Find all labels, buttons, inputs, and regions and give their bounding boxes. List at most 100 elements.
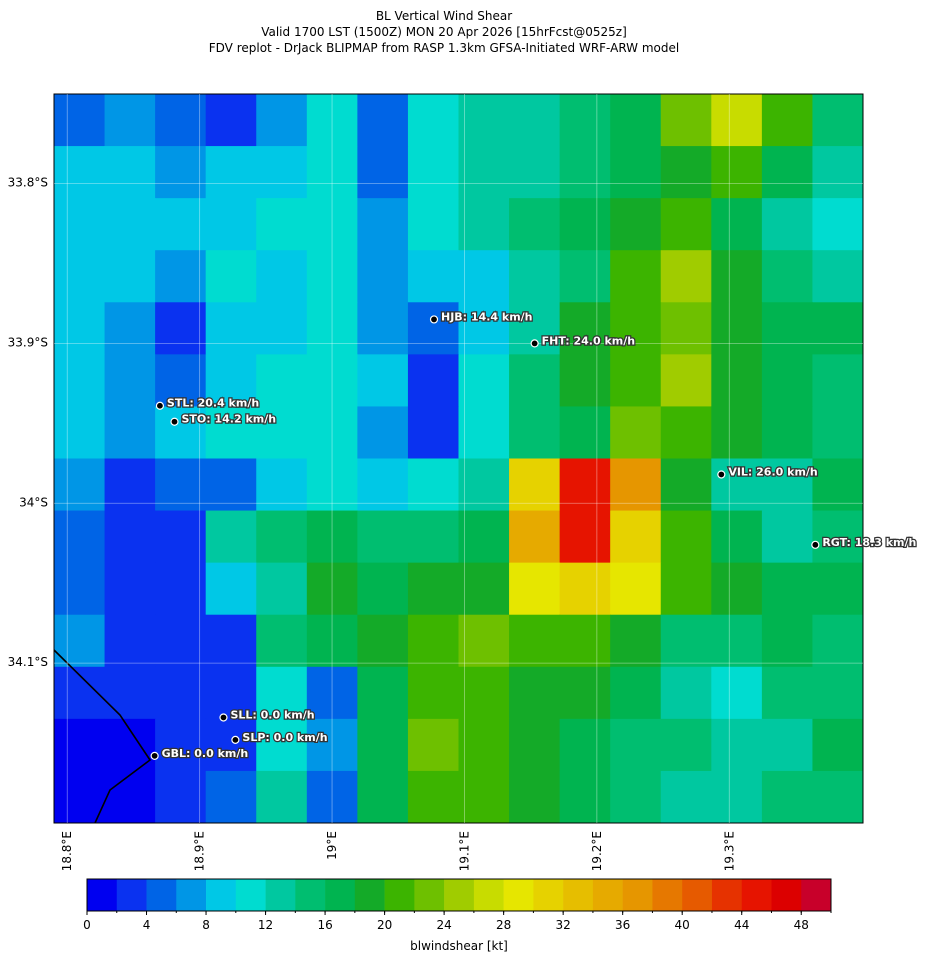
shear-cell: [812, 94, 864, 147]
shear-cell: [509, 614, 561, 668]
shear-cell: [458, 458, 510, 512]
shear-cell: [559, 198, 611, 251]
colorbar-swatch: [235, 879, 266, 911]
shear-cell: [54, 146, 106, 199]
station-label: FHT: 24.0 km/h: [542, 334, 635, 347]
station-label: RGT: 18.3 km/h: [822, 536, 916, 549]
shear-cell: [256, 302, 308, 355]
shear-cell: [458, 146, 510, 199]
colorbar-swatch: [563, 879, 594, 911]
shear-cell: [155, 458, 207, 512]
shear-cell: [407, 94, 459, 147]
shear-cell: [509, 562, 561, 616]
shear-cell: [407, 666, 459, 720]
shear-cell: [155, 770, 207, 824]
shear-cell: [357, 406, 409, 459]
shear-cell: [256, 354, 308, 407]
shear-cell: [660, 198, 712, 251]
x-tick-label: 19.1°E: [457, 831, 471, 871]
colorbar-swatch: [146, 879, 177, 911]
shear-cell: [205, 718, 257, 772]
station-label: SLL: 0.0 km/h: [230, 708, 314, 721]
shear-cell: [54, 302, 106, 355]
colorbar-tick-label: 8: [202, 918, 210, 932]
shear-cell: [357, 562, 409, 616]
colorbar-tick-label: 36: [615, 918, 630, 932]
shear-cell: [559, 614, 611, 668]
shear-cell: [155, 406, 207, 459]
x-tick-label: 19°E: [325, 831, 339, 860]
shear-cell: [711, 250, 763, 303]
shear-cell: [509, 718, 561, 772]
shear-cell: [660, 718, 712, 772]
station-marker: [155, 401, 165, 410]
shear-cell: [104, 94, 156, 147]
shear-cell: [509, 250, 561, 303]
colorbar-tick-label: 0: [83, 918, 91, 932]
colorbar-tick-label: 40: [675, 918, 690, 932]
shear-cell: [761, 458, 813, 512]
shear-cell: [660, 302, 712, 355]
shear-cell: [812, 198, 864, 251]
shear-cell: [407, 614, 459, 668]
shear-cell: [155, 718, 207, 772]
shear-cell: [761, 666, 813, 720]
y-tick-label: 33.9°S: [8, 335, 48, 349]
shear-cell: [205, 614, 257, 668]
colorbar-swatch: [801, 879, 832, 911]
shear-cell: [104, 666, 156, 720]
coastline: [53, 649, 152, 824]
shear-cell: [306, 510, 358, 564]
shear-cell: [660, 770, 712, 824]
shear-cell: [559, 510, 611, 564]
shear-cell: [155, 666, 207, 720]
shear-cell: [559, 94, 611, 147]
shear-cell: [711, 770, 763, 824]
station-marker: [219, 713, 228, 722]
shear-cell: [306, 94, 358, 147]
shear-cell: [458, 406, 510, 459]
x-tick-label: 18.9°E: [193, 831, 207, 871]
shear-cell: [660, 562, 712, 616]
shear-cell: [458, 562, 510, 616]
shear-cell: [256, 666, 308, 720]
shear-cell: [761, 770, 813, 824]
shear-cell: [54, 510, 106, 564]
title-line: BL Vertical Wind Shear: [376, 9, 512, 23]
shear-cell: [610, 146, 662, 199]
shear-cell: [559, 666, 611, 720]
shear-cell: [812, 354, 864, 407]
shear-cell: [256, 510, 308, 564]
y-tick-label: 34.1°S: [8, 655, 48, 669]
shear-cell: [407, 354, 459, 407]
shear-cell: [509, 94, 561, 147]
shear-cell: [458, 666, 510, 720]
shear-cell: [407, 510, 459, 564]
shear-cell: [509, 198, 561, 251]
shear-cell: [306, 666, 358, 720]
shear-cell: [104, 510, 156, 564]
shear-cell: [155, 302, 207, 355]
shear-cell: [711, 666, 763, 720]
shear-cell: [357, 510, 409, 564]
shear-cell: [407, 562, 459, 616]
shear-cell: [54, 250, 106, 303]
shear-cell: [357, 354, 409, 407]
colorbar-tick-label: 4: [143, 918, 151, 932]
shear-cell: [812, 458, 864, 512]
shear-cell: [155, 198, 207, 251]
shear-cell: [54, 562, 106, 616]
station-label: SLP: 0.0 km/h: [242, 731, 327, 744]
shear-cell: [761, 718, 813, 772]
shear-cell: [54, 354, 106, 407]
shear-cell: [104, 770, 156, 824]
shear-cell: [155, 354, 207, 407]
station-label: HJB: 14.4 km/h: [441, 310, 533, 323]
y-tick-label: 34°S: [19, 495, 48, 509]
shear-cell: [458, 770, 510, 824]
shear-cell: [458, 302, 510, 355]
shear-cell: [407, 770, 459, 824]
shear-cell: [205, 770, 257, 824]
shear-cell: [407, 406, 459, 459]
